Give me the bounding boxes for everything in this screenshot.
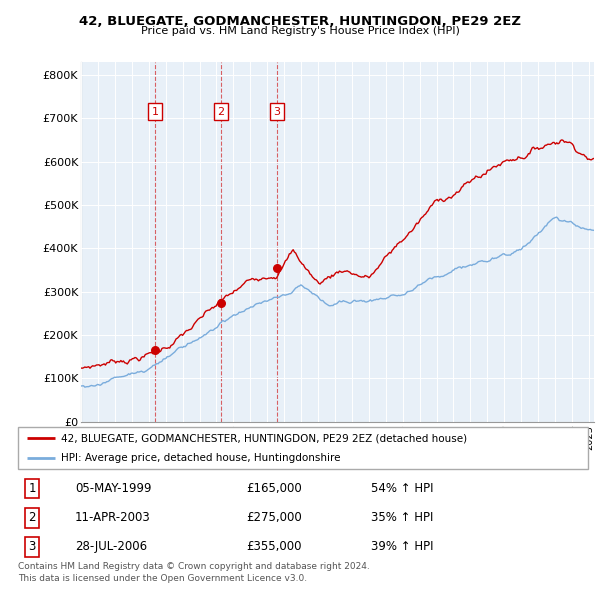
Point: [272, 263, 281, 273]
Text: 1: 1: [151, 107, 158, 117]
Text: 2: 2: [218, 107, 225, 117]
Text: £165,000: £165,000: [246, 482, 302, 495]
Text: £275,000: £275,000: [246, 511, 302, 525]
Text: HPI: Average price, detached house, Huntingdonshire: HPI: Average price, detached house, Hunt…: [61, 454, 340, 463]
Text: £355,000: £355,000: [246, 540, 302, 553]
Point: [150, 346, 160, 355]
Text: 05-MAY-1999: 05-MAY-1999: [75, 482, 151, 495]
Point: [217, 298, 226, 307]
Text: 42, BLUEGATE, GODMANCHESTER, HUNTINGDON, PE29 2EZ: 42, BLUEGATE, GODMANCHESTER, HUNTINGDON,…: [79, 15, 521, 28]
Text: 28-JUL-2006: 28-JUL-2006: [75, 540, 147, 553]
Text: This data is licensed under the Open Government Licence v3.0.: This data is licensed under the Open Gov…: [18, 574, 307, 583]
Text: Price paid vs. HM Land Registry's House Price Index (HPI): Price paid vs. HM Land Registry's House …: [140, 26, 460, 36]
Text: 3: 3: [274, 107, 280, 117]
Text: 54% ↑ HPI: 54% ↑ HPI: [371, 482, 434, 495]
Text: 1: 1: [29, 482, 36, 495]
Text: 39% ↑ HPI: 39% ↑ HPI: [371, 540, 434, 553]
Text: 3: 3: [29, 540, 36, 553]
Text: 2: 2: [29, 511, 36, 525]
Text: 11-APR-2003: 11-APR-2003: [75, 511, 151, 525]
Text: 35% ↑ HPI: 35% ↑ HPI: [371, 511, 434, 525]
Text: 42, BLUEGATE, GODMANCHESTER, HUNTINGDON, PE29 2EZ (detached house): 42, BLUEGATE, GODMANCHESTER, HUNTINGDON,…: [61, 434, 467, 444]
Text: Contains HM Land Registry data © Crown copyright and database right 2024.: Contains HM Land Registry data © Crown c…: [18, 562, 370, 571]
FancyBboxPatch shape: [18, 427, 588, 469]
